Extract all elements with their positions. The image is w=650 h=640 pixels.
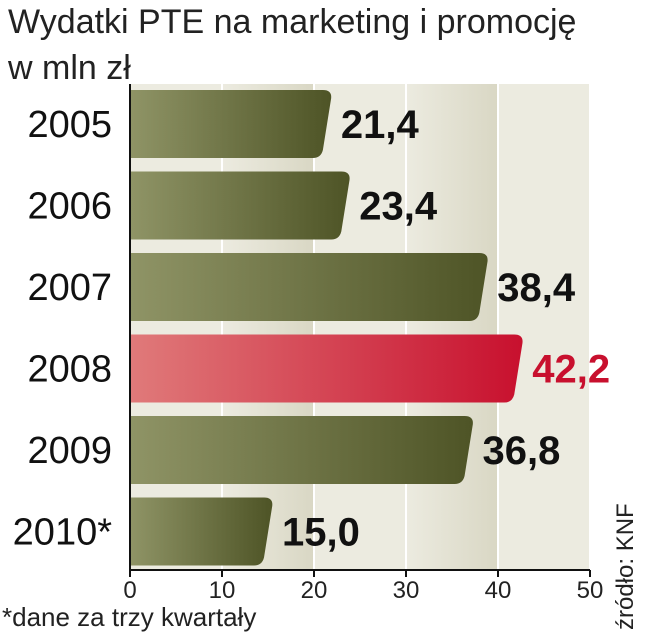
category-label: 2008 [27,349,112,391]
value-label: 36,8 [483,429,561,473]
chart-title: Wydatki PTE na marketing i promocję [8,3,577,41]
category-label: 2009 [27,430,112,472]
footnote: *dane za trzy kwartały [2,602,257,632]
value-label: 23,4 [359,185,438,229]
bar-2007 [130,253,488,321]
x-axis: 0 10 20 30 40 50 [123,84,603,600]
source-credit: źródło: KNF [612,503,639,630]
category-label: 2007 [27,267,112,309]
bar-2008 [130,334,523,403]
plot-band [222,84,314,570]
value-label: 42,2 [532,348,610,392]
plot-band [130,84,222,570]
bar-2010* [130,497,273,566]
plot-band [314,84,406,570]
x-tick-label: 50 [577,577,604,600]
x-tick-label: 30 [393,577,420,600]
bar-2005 [130,90,332,158]
bars [130,90,523,566]
category-label: 2006 [27,186,112,228]
category-label: 2010* [13,512,113,554]
x-tick-label: 20 [301,577,328,600]
x-tick-label: 10 [209,577,236,600]
plot-band [406,84,498,570]
bar-2006 [130,171,350,240]
x-tick-label: 0 [123,577,136,600]
x-tick-label: 40 [485,577,512,600]
value-label: 38,4 [497,266,576,310]
value-label: 15,0 [282,511,360,555]
category-labels: 2005 2006 2007 2008 2009 2010* [13,104,113,554]
category-label: 2005 [27,104,112,146]
bar-2009 [130,416,473,484]
value-labels: 21,4 23,4 38,4 42,2 36,8 15,0 [282,103,610,555]
gridlines [221,84,591,570]
value-label: 21,4 [341,103,420,147]
plot-band [498,84,590,570]
bar-chart: 21,423,438,442,236,815,0 200520062007200… [13,84,610,600]
chart-unit-subtitle: w mln zł [8,49,131,87]
plot-background [130,84,590,570]
